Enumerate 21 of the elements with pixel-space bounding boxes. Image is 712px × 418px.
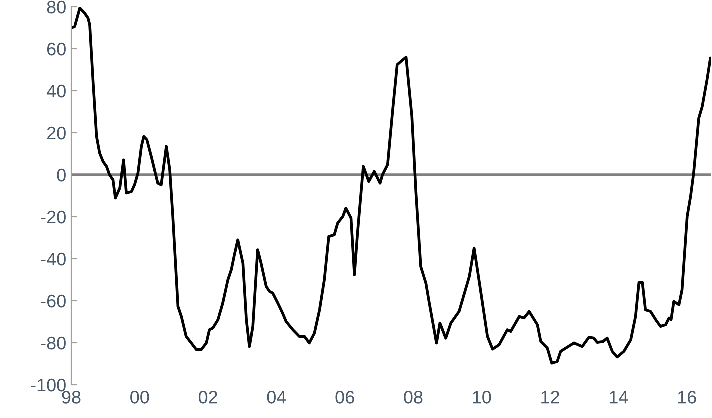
line-series [72, 7, 711, 365]
x-tick-label: 14 [610, 391, 628, 404]
x-tick-label: 06 [336, 391, 354, 404]
y-tick-label: -100 [31, 378, 66, 392]
x-tick-label: 04 [267, 391, 286, 404]
y-tick-label: -60 [41, 294, 66, 308]
y-tick-label: 60 [47, 42, 66, 56]
x-tick-label: 98 [62, 391, 81, 404]
y-tick-label: 0 [57, 168, 66, 182]
y-tick-label: 40 [46, 84, 66, 98]
y-tick-label: 80 [47, 0, 66, 14]
y-tick-label: -20 [41, 210, 66, 224]
y-tick-label: 20 [47, 126, 66, 140]
y-tick-label: -40 [41, 252, 66, 266]
x-tick-label: 10 [473, 391, 492, 404]
x-tick-label: 12 [542, 391, 560, 404]
x-tick-label: 08 [404, 391, 423, 404]
x-tick-label: 02 [198, 391, 218, 404]
x-tick-label: 00 [130, 391, 150, 404]
y-tick-label: -80 [41, 336, 66, 350]
x-tick-label: 16 [678, 391, 696, 404]
